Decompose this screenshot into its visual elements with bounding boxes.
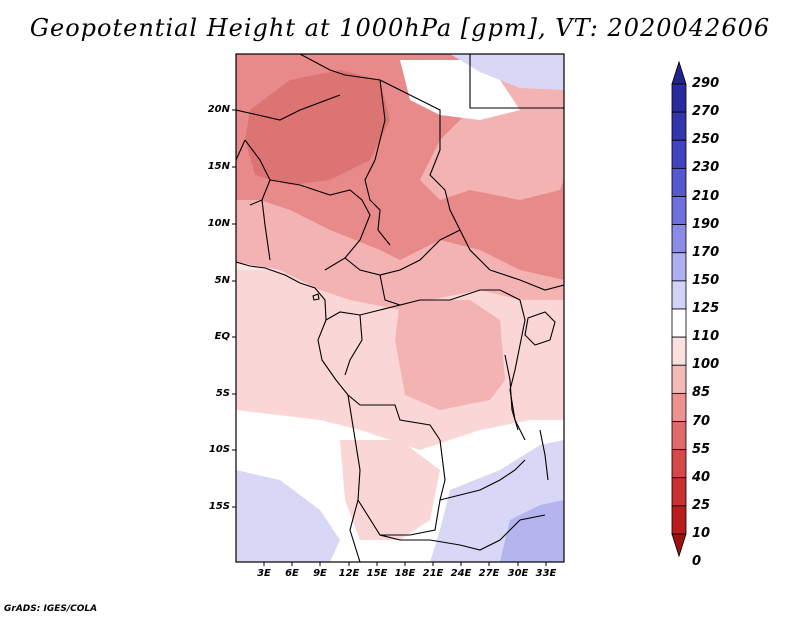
colorbar-label: 290 (692, 76, 720, 91)
colorbar (671, 60, 687, 558)
colorbar-segment (671, 280, 687, 310)
colorbar-segment (671, 308, 687, 338)
border-zambia-east (439, 459, 526, 501)
border-congo-drc (344, 314, 363, 376)
lat-label-10s: 10S (208, 444, 230, 455)
field-lavender-sw (236, 470, 340, 562)
colorbar-label: 100 (692, 357, 720, 373)
lat-label-5s: 5S (215, 388, 230, 399)
lat-ticks (232, 109, 236, 508)
lon-label-6e: 6E (285, 568, 299, 579)
field-pale-south (340, 440, 440, 540)
border-west-sahel (236, 139, 246, 161)
colorbar-segment (671, 196, 687, 226)
lake-tanganyika (504, 354, 519, 431)
lon-ticks (263, 562, 547, 566)
lat-label-15s: 15S (208, 501, 230, 512)
colorbar-segment (671, 111, 687, 141)
colorbar-label: 25 (692, 497, 711, 513)
colorbar-label: 270 (692, 104, 720, 120)
grads-credit: GrADS: IGES/COLA (4, 604, 98, 614)
field-congo-patch (395, 300, 505, 410)
lon-label-27e: 27E (478, 568, 500, 579)
field-sahara-core (245, 70, 390, 185)
colorbar-segment (671, 421, 687, 451)
colorbar-label: 210 (692, 188, 720, 204)
colorbar-label: 70 (692, 413, 711, 429)
colorbar-label: 230 (692, 160, 720, 176)
lake-malawi (539, 429, 549, 481)
colorbar-label: 110 (692, 329, 720, 345)
colorbar-label: 10 (692, 526, 711, 541)
colorbar-segment (671, 364, 687, 394)
border-niger-chad (364, 159, 391, 246)
colorbar-label: 170 (692, 244, 720, 260)
colorbar-label: 250 (692, 132, 720, 148)
colorbar-segment (671, 252, 687, 282)
lat-label-20n: 20N (207, 104, 230, 115)
border-south-central (459, 514, 546, 551)
colorbar-label: 55 (692, 441, 711, 457)
colorbar-label: 190 (692, 216, 720, 232)
height-field (236, 54, 564, 562)
lon-label-30e: 30E (507, 568, 529, 579)
lon-label-15e: 15E (366, 568, 388, 579)
lon-label-33e: 33E (535, 568, 557, 579)
colorbar-segment (671, 83, 687, 113)
colorbar-segment (671, 167, 687, 197)
colorbar-label: 0 (692, 554, 702, 570)
colorbar-segment (671, 139, 687, 169)
border-ethiopia (489, 269, 564, 291)
border-mali-burkina (244, 139, 271, 206)
colorbar-label: 125 (692, 301, 720, 316)
map-title: Geopotential Height at 1000hPa [gpm], VT… (29, 14, 771, 42)
lat-label-eq: EQ (214, 331, 230, 342)
colorbar-segment (671, 392, 687, 422)
borders (236, 54, 564, 562)
colorbar-label: 40 (692, 469, 711, 485)
colorbar-label: 150 (692, 272, 720, 288)
border-car-drc (379, 274, 521, 306)
field-lavender-ne (450, 54, 564, 90)
border-north-line (236, 94, 341, 121)
lat-label-10n: 10N (207, 218, 230, 229)
lon-label-9e: 9E (313, 568, 327, 579)
border-angola-north (347, 394, 441, 441)
lon-label-18e: 18E (394, 568, 416, 579)
lat-label-5n: 5N (214, 275, 230, 286)
map-frame (235, 53, 565, 563)
colorbar-segment (671, 449, 687, 479)
lat-label-15n: 15N (207, 161, 230, 172)
lon-label-21e: 21E (422, 568, 444, 579)
lon-label-24e: 24E (450, 568, 472, 579)
lon-label-12e: 12E (338, 568, 360, 579)
border-chad-sudan (379, 79, 491, 271)
lake-victoria (524, 311, 556, 346)
colorbar-top-arrow (671, 60, 687, 85)
lon-label-3e: 3E (257, 568, 271, 579)
bioko-island (312, 293, 320, 301)
colorbar-label: 85 (692, 385, 711, 401)
border-ghana-togo (261, 199, 271, 261)
border-algeria-libya (299, 54, 386, 161)
colorbar-segment (671, 505, 687, 535)
border-cameroon-car (344, 229, 461, 276)
colorbar-bottom-arrow (671, 533, 687, 558)
colorbar-segment (671, 477, 687, 507)
border-egypt-sudan (469, 54, 564, 109)
border-nigeria (269, 179, 371, 271)
field-blue-se (500, 500, 564, 562)
border-angola-zambia (380, 439, 446, 536)
border-namibia (357, 499, 461, 546)
colorbar-segment (671, 224, 687, 254)
coastline-west (236, 261, 361, 562)
colorbar-segment (671, 336, 687, 366)
